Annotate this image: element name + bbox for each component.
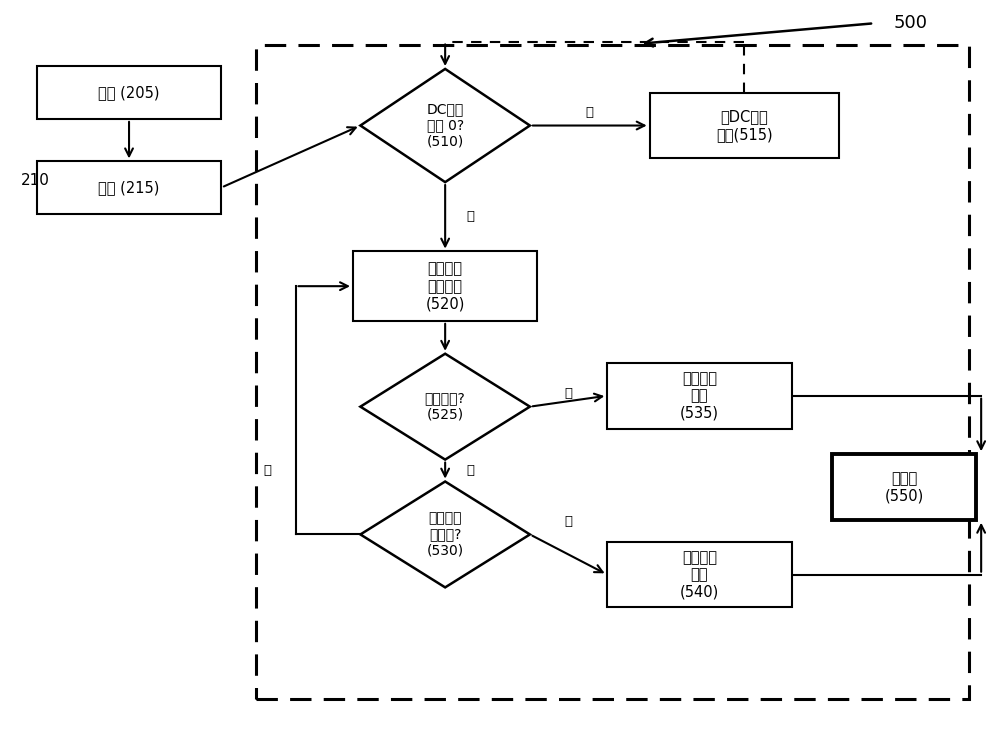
Text: 否: 否 [466, 464, 474, 477]
Bar [607, 363, 792, 429]
Text: 向电装置
发送信号
(520): 向电装置 发送信号 (520) [425, 261, 465, 311]
Text: 复位 (215): 复位 (215) [98, 180, 160, 195]
Bar [832, 454, 976, 520]
Text: 210: 210 [21, 173, 50, 188]
Polygon shape [360, 69, 530, 182]
Text: 确认违规?
(525): 确认违规? (525) [425, 391, 466, 421]
Bar [353, 251, 537, 321]
Text: 所有装置
被测试?
(530): 所有装置 被测试? (530) [427, 511, 464, 558]
Text: 显示器
(550): 显示器 (550) [884, 471, 924, 503]
Text: 将DC总线
放电(515): 将DC总线 放电(515) [716, 109, 773, 141]
Bar [607, 542, 792, 608]
Text: DC总线
接近 0?
(510): DC总线 接近 0? (510) [427, 103, 464, 149]
Bar [256, 45, 969, 699]
Bar [37, 67, 221, 119]
Text: 是: 是 [565, 387, 573, 400]
Text: 光纤测试
通过
(540): 光纤测试 通过 (540) [680, 550, 719, 600]
Text: 空闲 (205): 空闲 (205) [98, 85, 160, 100]
Text: 500: 500 [894, 15, 928, 32]
Text: 光纤测试
失败
(535): 光纤测试 失败 (535) [680, 371, 719, 421]
Polygon shape [360, 354, 530, 460]
Text: 是: 是 [565, 515, 573, 528]
Bar [650, 92, 839, 158]
Bar [37, 161, 221, 214]
Polygon shape [360, 482, 530, 587]
Text: 否: 否 [586, 106, 594, 119]
Text: 是: 是 [466, 210, 474, 224]
Text: 否: 否 [264, 464, 272, 477]
